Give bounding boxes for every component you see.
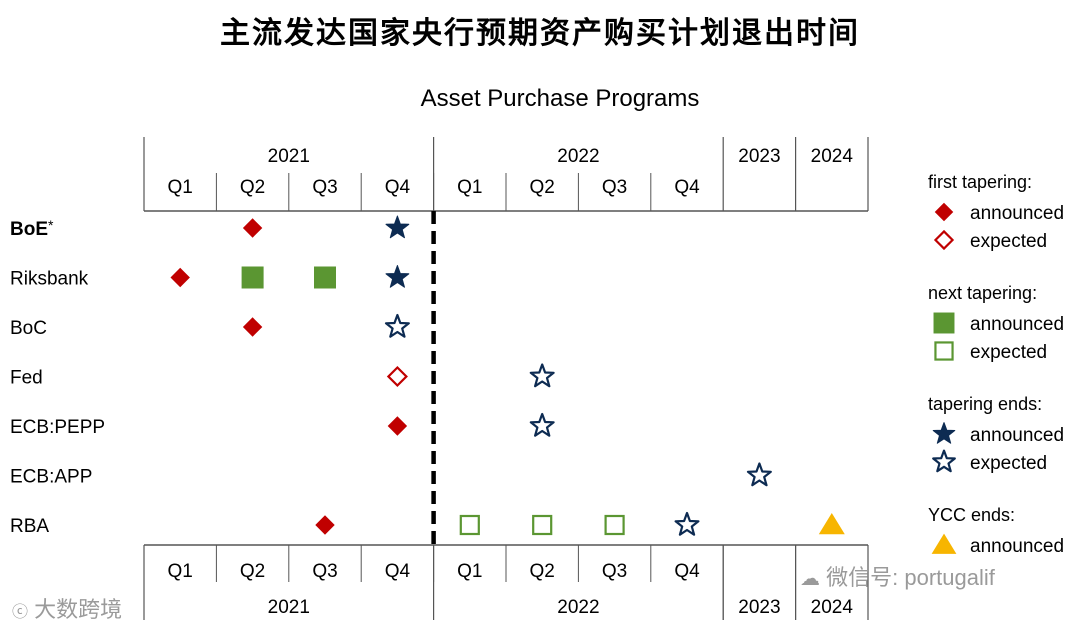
legend-heading: YCC ends:: [928, 505, 1015, 525]
legend-label: expected: [970, 453, 1047, 474]
legend-label: announced: [970, 203, 1064, 224]
marker-first-tapering-announced: [387, 416, 408, 436]
footer-quarter-label: Q1: [168, 561, 193, 582]
legend-symbol-first-tapering-expected: [933, 229, 955, 251]
marker-first-tapering-announced: [170, 267, 190, 288]
watermark-right: ☁ 微信号: portugalif: [800, 565, 995, 590]
header-quarter-label: Q4: [674, 177, 700, 198]
row-label: BoE*: [10, 217, 54, 240]
row-label-asterisk: *: [48, 217, 54, 233]
footer-year-label: 2021: [268, 597, 310, 618]
row-label: ECB:PEPP: [10, 417, 105, 438]
legend-heading: next tapering:: [928, 283, 1037, 303]
marker-first-tapering-announced: [242, 218, 263, 238]
header-quarter-label: Q2: [240, 177, 265, 198]
footer-quarter-label: Q1: [457, 561, 482, 582]
footer-quarter-label: Q2: [530, 561, 555, 582]
marker-tapering-ends-expected: [384, 313, 410, 338]
footer-year-label: 2023: [738, 597, 780, 618]
footer-quarter-label: Q4: [385, 561, 411, 582]
header-year-label: 2024: [811, 146, 854, 167]
marker-first-tapering-announced: [242, 317, 263, 337]
marker-next-tapering-announced: [314, 266, 336, 289]
footer-quarter-label: Q3: [312, 561, 337, 582]
header-year-label: 2022: [557, 146, 599, 167]
footer-year-label: 2024: [811, 597, 854, 618]
legend-label: expected: [970, 342, 1047, 363]
marker-first-tapering-expected: [386, 365, 408, 388]
marker-tapering-ends-expected: [674, 511, 700, 536]
footer-quarter-label: Q4: [674, 561, 700, 582]
marker-tapering-ends-expected: [529, 363, 555, 388]
legend-label: announced: [970, 314, 1064, 335]
row-label: Fed: [10, 368, 43, 389]
marker-next-tapering-expected: [459, 514, 480, 536]
legend-heading: first tapering:: [928, 172, 1032, 192]
marker-next-tapering-announced: [241, 266, 264, 289]
footer-quarter-label: Q2: [240, 561, 265, 582]
watermark-logo-icon: ⓒ: [12, 604, 29, 621]
marker-next-tapering-expected: [532, 514, 553, 536]
row-label: BoC: [10, 318, 47, 339]
header-quarter-label: Q1: [168, 177, 193, 198]
marker-tapering-ends-announced: [385, 265, 410, 288]
row-label: Riksbank: [10, 269, 89, 290]
header-year-label: 2021: [268, 146, 310, 167]
legend-symbol-next-tapering-announced: [933, 312, 955, 334]
page-title: 主流发达国家央行预期资产购买计划退出时间: [220, 16, 860, 51]
legend-label: expected: [970, 231, 1047, 252]
header-quarter-label: Q1: [457, 177, 482, 198]
watermark-left: ⓒ 大数跨境: [12, 597, 123, 622]
legend-symbol-first-tapering-announced: [934, 202, 954, 222]
chart-title: Asset Purchase Programs: [421, 85, 700, 112]
marker-ycc-ends-announced: [818, 513, 845, 535]
legend-symbol-ycc-ends-announced: [931, 533, 957, 554]
row-label: ECB:APP: [10, 467, 92, 488]
marker-first-tapering-announced: [315, 515, 335, 535]
legend-symbol-next-tapering-expected: [934, 341, 954, 361]
legend-label: announced: [970, 425, 1064, 446]
row-label: RBA: [10, 516, 49, 537]
header-quarter-label: Q3: [602, 177, 627, 198]
marker-tapering-ends-expected: [746, 462, 772, 487]
legend-heading: tapering ends:: [928, 394, 1042, 414]
marker-next-tapering-expected: [604, 514, 625, 536]
footer-quarter-label: Q3: [602, 561, 627, 582]
wechat-icon: ☁: [800, 568, 820, 590]
legend-symbol-tapering-ends-expected: [932, 449, 956, 473]
footer-year-label: 2022: [557, 597, 599, 618]
header-quarter-label: Q4: [385, 177, 411, 198]
marker-tapering-ends-announced: [385, 215, 410, 239]
marker-tapering-ends-expected: [529, 412, 555, 437]
header-quarter-label: Q2: [530, 177, 555, 198]
header-year-label: 2023: [738, 146, 780, 167]
legend-symbol-tapering-ends-announced: [932, 422, 956, 444]
legend-label: announced: [970, 536, 1064, 557]
header-quarter-label: Q3: [312, 177, 337, 198]
